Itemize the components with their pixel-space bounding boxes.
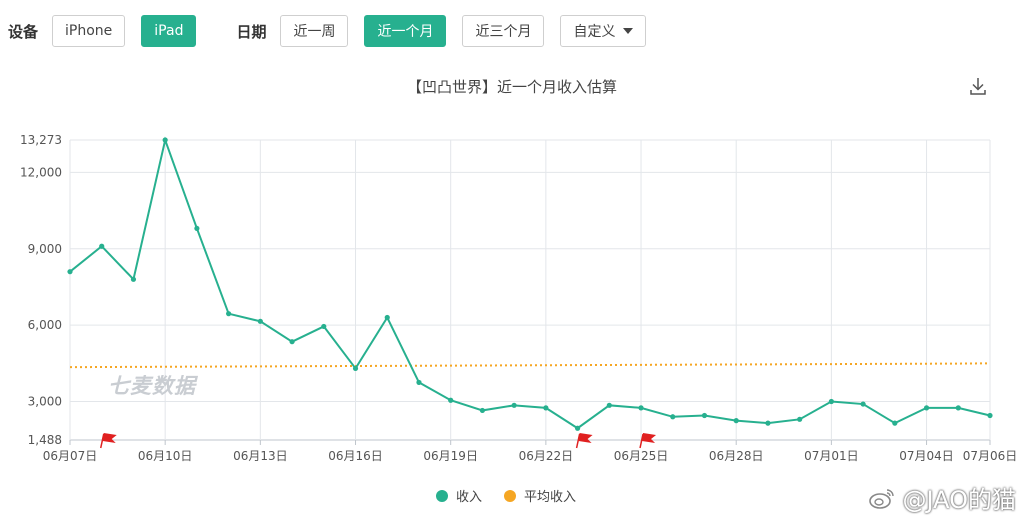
x-tick-label: 07月01日 bbox=[804, 449, 859, 463]
income-point bbox=[99, 243, 105, 249]
chevron-down-icon bbox=[623, 28, 634, 34]
income-point bbox=[543, 405, 549, 411]
y-tick-label: 1,488 bbox=[28, 433, 62, 447]
x-tick-label: 07月06日 bbox=[963, 449, 1018, 463]
income-point bbox=[130, 276, 137, 282]
device-iphone-button[interactable]: iPhone bbox=[52, 15, 126, 47]
income-point bbox=[828, 398, 834, 405]
income-point bbox=[289, 339, 295, 345]
weibo-handle: @JAO的猫 bbox=[902, 486, 1016, 514]
watermark: 七麦数据 bbox=[108, 374, 196, 398]
series-average-line bbox=[69, 362, 991, 369]
income-point bbox=[479, 407, 486, 414]
income-point bbox=[797, 416, 803, 422]
income-point bbox=[923, 405, 930, 411]
income-point bbox=[987, 412, 993, 419]
legend-label-average: 平均收入 bbox=[524, 490, 577, 505]
custom-range-dropdown[interactable]: 自定义 bbox=[560, 15, 647, 47]
x-tick-label: 06月07日 bbox=[43, 449, 98, 463]
x-axis: 06月07日 06月10日 06月13日 06月16日 06月19日 06月22日 06月2… bbox=[43, 440, 1018, 463]
event-flag-icon bbox=[99, 433, 117, 449]
filter-bar: 设备 iPhone iPad 日期 近一周 近一个月 近三个月 自定义 bbox=[8, 14, 662, 48]
income-point bbox=[321, 323, 327, 330]
date-label: 日期 bbox=[236, 22, 267, 41]
range-month-button[interactable]: 近一个月 bbox=[364, 15, 447, 47]
range-week-button[interactable]: 近一周 bbox=[280, 15, 349, 47]
chart-series bbox=[67, 136, 993, 431]
y-tick-label: 9,000 bbox=[28, 242, 62, 256]
event-flag-icon bbox=[639, 433, 657, 449]
flag-pole bbox=[639, 433, 644, 449]
income-point bbox=[162, 137, 168, 143]
income-point bbox=[765, 420, 771, 426]
income-point bbox=[955, 405, 961, 411]
event-flag-icon bbox=[575, 433, 593, 449]
income-point bbox=[352, 365, 359, 372]
income-point bbox=[701, 412, 708, 419]
download-icon[interactable] bbox=[968, 76, 988, 96]
flag-banner bbox=[102, 433, 117, 443]
income-point bbox=[638, 405, 644, 411]
income-point bbox=[416, 379, 422, 386]
chart-grid bbox=[69, 139, 991, 441]
x-tick-label: 06月19日 bbox=[423, 449, 478, 463]
event-flags bbox=[99, 433, 657, 449]
chart-title: 【凹凸世界】近一个月收入估算 bbox=[406, 78, 617, 96]
income-point bbox=[733, 418, 739, 424]
legend-label-income: 收入 bbox=[456, 490, 483, 505]
device-ipad-button[interactable]: iPad bbox=[141, 15, 197, 47]
income-point bbox=[511, 402, 517, 408]
legend-dot-average bbox=[504, 489, 517, 502]
flag-pole bbox=[575, 433, 581, 449]
series-income-line bbox=[69, 136, 991, 430]
custom-range-label: 自定义 bbox=[573, 24, 616, 40]
y-tick-label: 3,000 bbox=[28, 395, 62, 409]
flag-banner bbox=[578, 433, 593, 443]
chart-legend: 收入 平均收入 bbox=[436, 486, 598, 505]
x-tick-label: 07月04日 bbox=[899, 449, 954, 463]
y-tick-label: 12,000 bbox=[20, 165, 62, 179]
y-tick-label: 6,000 bbox=[28, 318, 62, 332]
income-point bbox=[860, 401, 866, 407]
flag-pole bbox=[99, 433, 105, 449]
y-tick-label: 13,273 bbox=[20, 133, 62, 147]
x-tick-label: 06月22日 bbox=[519, 449, 574, 463]
x-tick-label: 06月25日 bbox=[614, 449, 669, 463]
x-tick-label: 06月28日 bbox=[709, 449, 764, 463]
x-tick-label: 06月10日 bbox=[138, 449, 193, 463]
income-point bbox=[194, 225, 200, 232]
income-point bbox=[574, 425, 581, 431]
range-three-months-button[interactable]: 近三个月 bbox=[462, 15, 545, 47]
income-point bbox=[67, 269, 73, 275]
income-point bbox=[384, 314, 390, 321]
legend-dot-income bbox=[436, 489, 448, 502]
weibo-watermark: @JAO的猫 bbox=[868, 480, 1016, 515]
income-point bbox=[606, 402, 612, 408]
x-tick-label: 06月16日 bbox=[328, 449, 383, 463]
legend-item-average[interactable]: 平均收入 bbox=[504, 486, 576, 505]
y-axis: 1,488 3,000 6,000 9,000 12,000 13,273 bbox=[20, 133, 62, 447]
income-point bbox=[670, 414, 676, 420]
flag-banner bbox=[642, 433, 657, 443]
income-point bbox=[257, 318, 263, 324]
x-tick-label: 06月13日 bbox=[233, 449, 288, 463]
device-label: 设备 bbox=[8, 22, 39, 41]
legend-item-income[interactable]: 收入 bbox=[436, 486, 482, 505]
income-point bbox=[892, 420, 898, 426]
weibo-logo-icon bbox=[869, 488, 895, 509]
income-point bbox=[448, 397, 454, 403]
income-point bbox=[226, 311, 232, 317]
